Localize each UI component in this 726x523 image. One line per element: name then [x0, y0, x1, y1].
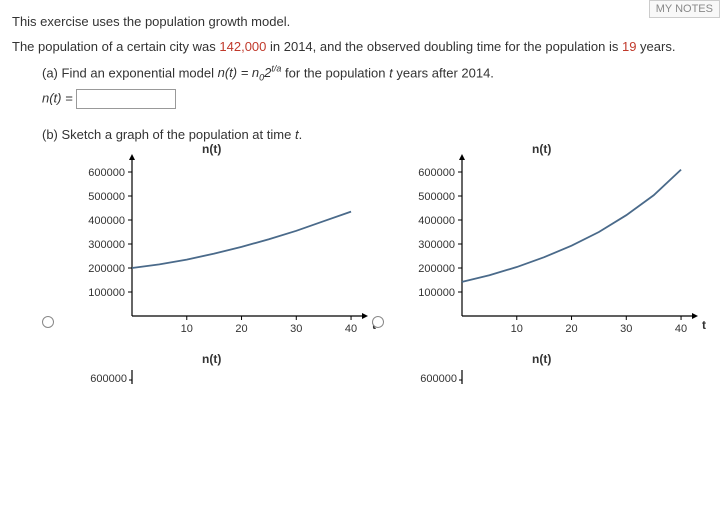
problem-pre: The population of a certain city was [12, 39, 219, 54]
svg-text:500000: 500000 [88, 191, 125, 203]
svg-text:100000: 100000 [88, 287, 125, 299]
svg-text:500000: 500000 [418, 191, 455, 203]
svg-text:100000: 100000 [418, 287, 455, 299]
chart-2: n(t) t 100000200000300000400000500000600… [402, 146, 702, 346]
svg-text:20: 20 [235, 323, 247, 335]
chart1-ylabel: n(t) [202, 142, 221, 156]
chart1-radio[interactable] [42, 316, 54, 328]
part-b-dot: . [299, 127, 303, 142]
problem-statement: The population of a certain city was 142… [12, 39, 714, 54]
answer-line: n(t) = [42, 89, 714, 109]
svg-text:600000: 600000 [88, 167, 125, 179]
svg-text:40: 40 [345, 323, 357, 335]
svg-text:300000: 300000 [88, 239, 125, 251]
svg-text:400000: 400000 [418, 215, 455, 227]
svg-text:400000: 400000 [88, 215, 125, 227]
answer-input[interactable] [76, 89, 176, 109]
chart1-svg: 100000 200000 300000 400000 500000 600000 10 20… [72, 146, 372, 346]
part-a-eq1: n(t) = n [218, 65, 260, 80]
part-a-pre: (a) Find an exponential model [42, 65, 218, 80]
svg-text:200000: 200000 [88, 263, 125, 275]
chart-1: n(t) t 100000200000300000400000500000600… [72, 146, 372, 346]
chart4-tick: 600000 [420, 373, 457, 384]
problem-mid: in 2014, and the observed doubling time … [266, 39, 622, 54]
population-value: 142,000 [219, 39, 266, 54]
svg-text:10: 10 [181, 323, 193, 335]
part-a-post: years after 2014. [393, 65, 494, 80]
chart-3: n(t) 600000 [72, 356, 372, 384]
chart-4: n(t) 600000 [402, 356, 702, 384]
problem-post: years. [636, 39, 675, 54]
answer-label: n(t) = [42, 90, 76, 105]
svg-text:600000: 600000 [418, 167, 455, 179]
chart3-svg: 600000 [72, 356, 372, 384]
chart2-radio[interactable] [372, 316, 384, 328]
intro-text: This exercise uses the population growth… [12, 14, 714, 29]
svg-text:30: 30 [290, 323, 302, 335]
svg-text:30: 30 [620, 323, 632, 335]
svg-text:300000: 300000 [418, 239, 455, 251]
part-b-text: (b) Sketch a graph of the population at … [42, 127, 295, 142]
charts-row-1: n(t) t 100000200000300000400000500000600… [72, 146, 714, 346]
chart2-ylabel: n(t) [532, 142, 551, 156]
mynotes-button[interactable]: MY NOTES [649, 0, 720, 18]
svg-text:40: 40 [675, 323, 687, 335]
chart3-tick: 600000 [90, 373, 127, 384]
chart2-xlabel: t [702, 318, 706, 332]
svg-text:10: 10 [511, 323, 523, 335]
chart4-svg: 600000 [402, 356, 702, 384]
part-a-eq3: for the population [281, 65, 389, 80]
chart3-ylabel: n(t) [202, 352, 221, 366]
doubling-value: 19 [622, 39, 636, 54]
charts-row-2: n(t) 600000 n(t) 600000 [72, 356, 714, 384]
svg-text:200000: 200000 [418, 263, 455, 275]
part-b: (b) Sketch a graph of the population at … [42, 127, 714, 142]
svg-text:20: 20 [565, 323, 577, 335]
chart4-ylabel: n(t) [532, 352, 551, 366]
part-a: (a) Find an exponential model n(t) = n02… [42, 64, 714, 83]
chart2-svg: 100000 200000 300000 400000 500000 600000 10 20… [402, 146, 702, 346]
